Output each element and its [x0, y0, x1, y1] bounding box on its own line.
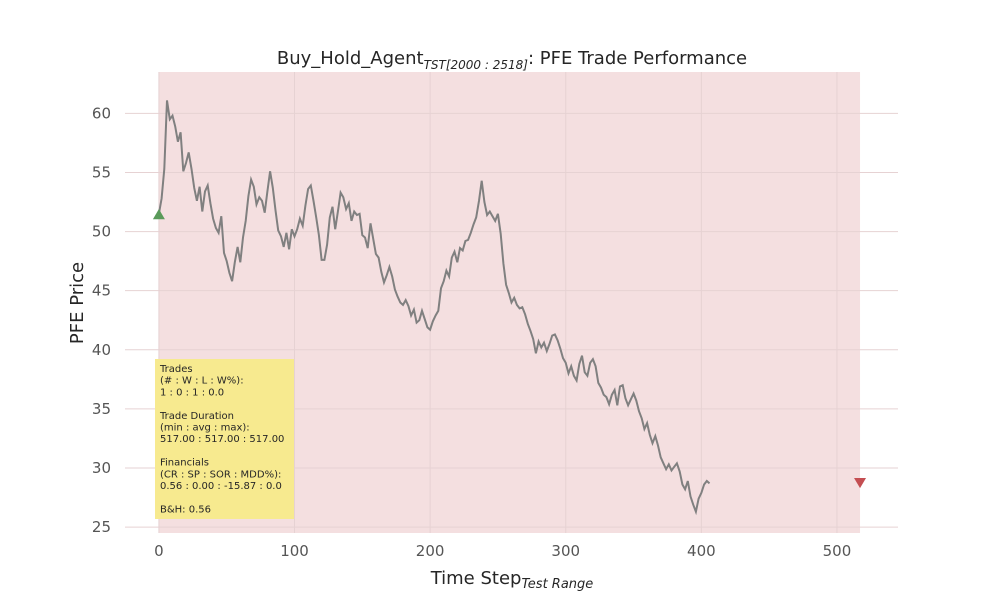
- stats-line: B&H: 0.56: [160, 504, 211, 515]
- x-tick-label: 100: [280, 542, 309, 560]
- chart-title-main: Buy_Hold_Agent: [277, 48, 424, 69]
- stats-line: (# : W : L : W%):: [160, 376, 244, 387]
- y-tick-label: 25: [92, 518, 111, 536]
- buy-marker: [152, 209, 165, 220]
- y-tick-label: 60: [92, 104, 111, 122]
- x-tick-label: 200: [416, 542, 445, 560]
- y-tick-label: 40: [92, 341, 111, 359]
- stats-line: 1 : 0 : 1 : 0.0: [160, 387, 224, 398]
- trade-markers: [152, 209, 867, 489]
- x-tick-label: 500: [823, 542, 852, 560]
- y-tick-labels: 25 30 35 40 45 50 55 60: [92, 104, 111, 536]
- x-tick-label: 400: [687, 542, 716, 560]
- stats-line: 0.56 : 0.00 : -15.87 : 0.0: [160, 481, 282, 492]
- chart-title-subscript: TST[2000 : 2518]: [424, 58, 529, 72]
- y-tick-label: 50: [92, 223, 111, 241]
- x-tick-labels: 0 100 200 300 400 500: [154, 542, 851, 560]
- y-tick-label: 55: [92, 163, 111, 181]
- stats-line: 517.00 : 517.00 : 517.00: [160, 434, 284, 445]
- stats-line: Trades: [159, 364, 193, 375]
- sell-marker: [854, 477, 867, 489]
- x-tick-label: 300: [551, 542, 580, 560]
- x-axis-label-subscript: Test Range: [521, 577, 593, 592]
- x-axis-label-main: Time Step: [430, 568, 522, 589]
- y-axis-label: PFE Price: [67, 262, 88, 344]
- price-line: [157, 100, 711, 516]
- stats-line: Financials: [160, 458, 209, 469]
- stats-line: (min : avg : max):: [160, 423, 250, 434]
- stats-line: Trade Duration: [159, 411, 234, 422]
- x-tick-label: 0: [154, 542, 164, 560]
- stats-box: [155, 359, 294, 519]
- y-tick-label: 30: [92, 459, 111, 477]
- chart-title-rest: : PFE Trade Performance: [528, 48, 747, 69]
- chart-title: Buy_Hold_AgentTST[2000 : 2518]: PFE Trad…: [277, 48, 747, 72]
- stats-box-lines: Trades(# : W : L : W%):1 : 0 : 1 : 0.0 Tr…: [159, 364, 284, 515]
- y-tick-label: 45: [92, 282, 111, 300]
- x-axis-label: Time StepTest Range: [430, 568, 594, 592]
- y-tick-label: 35: [92, 400, 111, 418]
- stats-line: (CR : SP : SOR : MDD%):: [160, 469, 281, 480]
